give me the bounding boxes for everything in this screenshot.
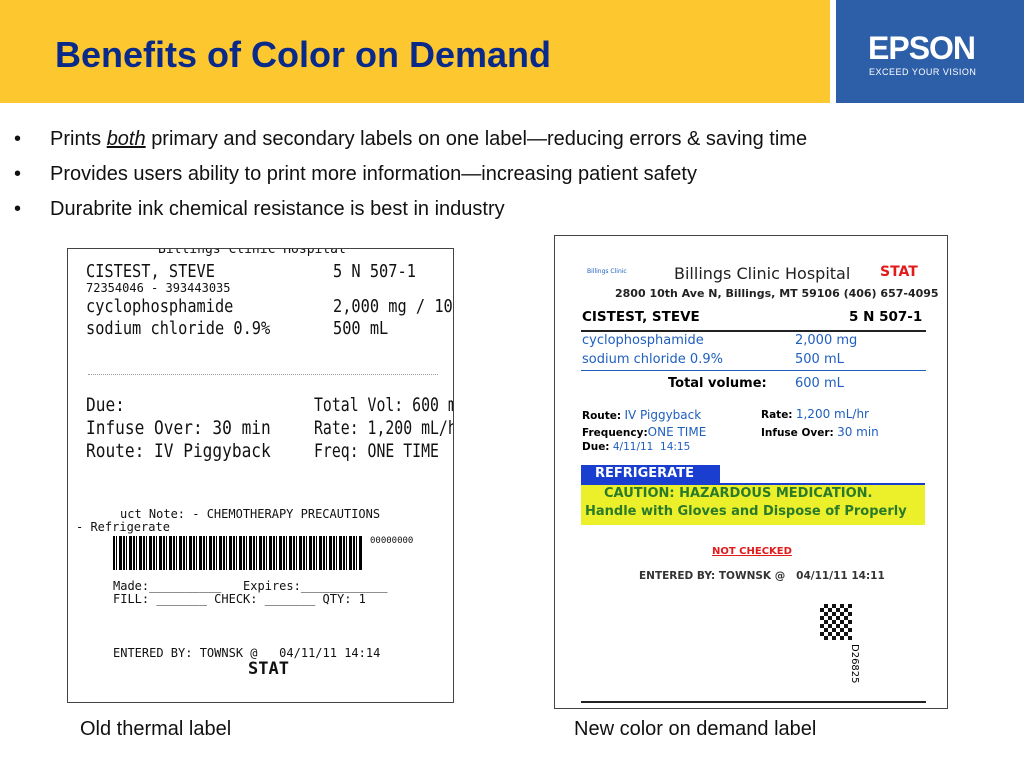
logo-box <box>836 0 1024 103</box>
text: sodium chloride 0.9% <box>582 352 723 367</box>
text: 2,000 mg <box>795 333 858 348</box>
caption: Old thermal label <box>80 718 232 740</box>
label: Due: <box>582 441 610 453</box>
text: 2,000 mg / 100 <box>333 296 454 317</box>
text: Rate: 1,200 mL/hr <box>314 417 454 439</box>
text: uct Note: - CHEMOTHERAPY PRECAUTIONS <box>120 507 381 521</box>
value: 1,200 mL/hr <box>795 407 869 421</box>
text: primary and secondary labels on one labe… <box>151 128 808 150</box>
label: Infuse Over: <box>761 427 834 439</box>
text: cyclophosphamide <box>86 296 234 317</box>
text: 500 mL <box>333 318 389 339</box>
text: Billings Clinic Hospital <box>158 248 346 257</box>
label: Rate: <box>761 409 793 421</box>
rule <box>581 370 926 371</box>
qr-code <box>820 604 852 640</box>
label: Frequency: <box>582 427 648 439</box>
caption: New color on demand label <box>574 718 817 740</box>
text: 5 N 507-1 <box>333 261 416 282</box>
label: Route: <box>582 410 622 422</box>
value: IV Piggyback <box>624 408 702 422</box>
text: Made:__________ Expires:____________ <box>113 579 388 593</box>
title-band <box>0 0 830 103</box>
logo: Billings Clinic <box>587 268 627 275</box>
value: ONE TIME <box>647 425 707 439</box>
text: 2800 10th Ave N, Billings, MT 59106 (406… <box>615 287 939 300</box>
bullet: • <box>14 198 22 220</box>
text: FILL: _______ CHECK: _______ QTY: 1 <box>113 592 366 606</box>
text: CISTEST, STEVE <box>86 261 215 282</box>
dotted-line <box>88 374 438 375</box>
logo-tagline: EXCEED YOUR VISION <box>869 67 977 77</box>
text: NOT CHECKED <box>712 546 792 557</box>
text: 5 N 507-1 <box>849 309 923 325</box>
text: 500 mL <box>795 352 844 367</box>
logo: EPSON <box>868 30 976 66</box>
text: Prints <box>50 128 102 150</box>
emphasis: both <box>106 128 146 150</box>
text: Infuse Over: 30 min <box>86 417 271 439</box>
refrigerate-box: REFRIGERATE <box>581 465 720 483</box>
text: CAUTION: HAZARDOUS MEDICATION. <box>604 486 873 501</box>
text: Frequency:ONE TIME <box>582 425 706 439</box>
title: Benefits of Color on Demand <box>55 34 552 75</box>
text: STAT <box>248 659 289 679</box>
bullet-text: Prints both primary and secondary labels… <box>50 128 807 151</box>
text: D26825 <box>849 644 860 684</box>
text: cyclophosphamide <box>582 333 704 348</box>
barcode <box>113 536 363 570</box>
text: ENTERED BY: TOWNSK @ 04/11/11 14:14 <box>113 646 381 660</box>
text: Rate: 1,200 mL/hr <box>761 407 869 421</box>
text: Total volume: <box>668 376 767 391</box>
value: 30 min <box>837 425 879 439</box>
bullet-text: Provides users ability to print more inf… <box>50 163 697 185</box>
text: ENTERED BY: TOWNSK @ 04/11/11 14:11 <box>639 570 885 582</box>
text: Route: IV Piggyback <box>86 440 271 462</box>
old-label: Billings Clinic Hospital CISTEST, STEVE … <box>67 248 454 703</box>
text: CISTEST, STEVE <box>582 309 700 325</box>
bullet-text: Durabrite ink chemical resistance is bes… <box>50 198 505 220</box>
text: Infuse Over: 30 min <box>761 425 879 439</box>
text: - Refrigerate <box>76 520 170 534</box>
text: 00000000 <box>370 536 414 546</box>
bullet: • <box>14 128 22 150</box>
text: STAT <box>880 264 918 280</box>
rule <box>581 330 926 332</box>
text: Billings Clinic Hospital <box>674 264 851 283</box>
text: Freq: ONE TIME <box>314 440 439 462</box>
text: Route: IV Piggyback <box>582 408 701 422</box>
text: sodium chloride 0.9% <box>86 318 271 339</box>
text: Due: 4/11/11 14:15 <box>582 441 690 453</box>
new-label: Billings Clinic Billings Clinic Hospital… <box>554 235 948 709</box>
caution-box <box>581 483 925 525</box>
value: 4/11/11 14:15 <box>612 441 691 453</box>
text: 600 mL <box>795 376 844 391</box>
text: Due: <box>86 394 125 416</box>
text: 72354046 - 393443035 <box>86 281 231 295</box>
bullet: • <box>14 163 22 185</box>
rule <box>581 701 926 703</box>
text: Handle with Gloves and Dispose of Proper… <box>585 504 907 519</box>
text: Total Vol: 600 mL <box>314 394 454 416</box>
